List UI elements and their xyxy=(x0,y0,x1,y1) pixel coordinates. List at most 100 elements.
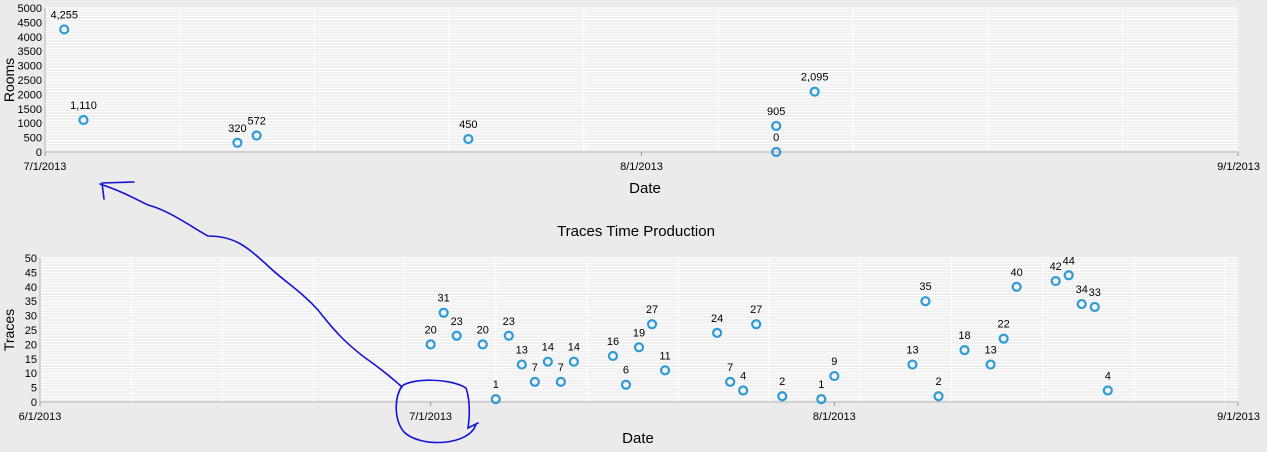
data-label: 31 xyxy=(438,293,450,305)
y-tick-label: 2000 xyxy=(18,89,42,101)
data-label: 7 xyxy=(532,362,538,374)
data-label: 1 xyxy=(818,379,824,391)
x-tick-label: 6/1/2013 xyxy=(19,411,62,423)
data-label: 1 xyxy=(493,379,499,391)
rooms-y-ticks: 0 500 1000 1500 2000 2500 3000 3500 4000 4500 5000 xyxy=(18,3,42,159)
y-tick-label: 0 xyxy=(36,147,42,159)
data-point xyxy=(607,350,619,362)
data-label: 572 xyxy=(247,116,265,128)
data-label: 16 xyxy=(607,336,619,348)
data-label: 20 xyxy=(477,324,489,336)
data-point xyxy=(771,146,782,158)
data-point xyxy=(78,114,89,126)
y-tick-label: 5000 xyxy=(18,3,42,15)
data-label: 27 xyxy=(750,304,762,316)
data-label: 44 xyxy=(1063,255,1075,267)
y-tick-label: 20 xyxy=(25,339,37,351)
y-tick-label: 15 xyxy=(25,354,37,366)
data-point xyxy=(477,339,488,350)
y-tick-label: 4500 xyxy=(18,17,42,29)
y-tick-label: 3000 xyxy=(18,61,42,73)
data-point xyxy=(907,359,918,370)
y-tick-label: 5 xyxy=(31,383,37,395)
y-tick-label: 1000 xyxy=(18,118,42,130)
y-tick-label: 1500 xyxy=(18,104,42,116)
y-tick-label: 40 xyxy=(25,282,37,294)
data-point xyxy=(933,391,944,402)
data-label: 4,255 xyxy=(50,9,78,21)
y-tick-label: 2500 xyxy=(18,75,42,87)
traces-y-ticks: 0 5 10 15 20 25 30 35 40 45 50 xyxy=(25,253,37,409)
y-tick-label: 3500 xyxy=(18,46,42,58)
data-label: 14 xyxy=(542,342,554,354)
data-point xyxy=(633,342,645,353)
data-point xyxy=(829,370,840,382)
hand-drawn-circle xyxy=(395,379,479,444)
data-label: 4 xyxy=(1105,370,1111,382)
data-point xyxy=(490,394,501,405)
data-point xyxy=(232,137,243,148)
data-label: 18 xyxy=(958,330,970,342)
data-point xyxy=(438,307,449,318)
data-point xyxy=(451,330,462,341)
data-label: 24 xyxy=(711,313,723,325)
rooms-x-axis-label: Date xyxy=(629,180,661,197)
data-label: 13 xyxy=(906,345,918,357)
data-point xyxy=(555,376,566,387)
traces-chart-title: Traces Time Production xyxy=(557,223,715,240)
data-label: 40 xyxy=(1011,267,1023,279)
data-point xyxy=(251,130,262,141)
y-tick-label: 35 xyxy=(25,296,37,308)
x-tick-label: 7/1/2013 xyxy=(409,411,452,423)
y-tick-label: 45 xyxy=(25,267,37,279)
y-tick-label: 0 xyxy=(31,397,37,409)
x-tick-label: 9/1/2013 xyxy=(1217,411,1260,423)
data-label: 450 xyxy=(459,119,477,131)
data-label: 6 xyxy=(623,365,629,377)
rooms-x-ticks: 7/1/2013 8/1/2013 9/1/2013 xyxy=(24,152,1260,173)
data-label: 34 xyxy=(1076,284,1088,296)
traces-y-axis-label: Traces xyxy=(1,309,17,351)
data-label: 23 xyxy=(451,316,463,328)
data-point xyxy=(816,394,827,405)
data-point xyxy=(425,339,436,350)
data-point xyxy=(503,330,514,341)
data-point xyxy=(920,296,931,307)
data-label: 22 xyxy=(997,319,1009,331)
hand-drawn-annotation xyxy=(99,181,479,444)
data-point xyxy=(463,133,474,145)
rooms-grid xyxy=(44,7,1238,153)
data-point xyxy=(725,376,736,387)
data-label: 2 xyxy=(779,376,785,388)
arrowhead-icon xyxy=(101,181,135,200)
data-point xyxy=(1102,385,1113,396)
x-tick-label: 8/1/2013 xyxy=(813,411,856,423)
traces-grid xyxy=(39,257,1238,403)
data-point xyxy=(659,365,671,376)
data-point xyxy=(771,120,782,132)
data-label: 7 xyxy=(727,362,733,374)
data-point xyxy=(542,356,553,367)
data-label: 13 xyxy=(516,345,528,357)
traces-chart: Traces Time Production 0 5 10 15 20 25 30 35 40 4… xyxy=(1,223,1260,447)
y-tick-label: 500 xyxy=(24,133,42,145)
data-label: 0 xyxy=(773,132,779,144)
data-label: 35 xyxy=(919,281,931,293)
data-point xyxy=(516,359,527,370)
data-point xyxy=(738,385,749,396)
data-label: 2 xyxy=(935,376,941,388)
data-label: 905 xyxy=(767,106,785,118)
data-label: 1,110 xyxy=(70,100,97,112)
x-tick-label: 8/1/2013 xyxy=(620,161,663,173)
y-tick-label: 50 xyxy=(25,253,37,265)
data-point xyxy=(59,24,70,35)
hand-drawn-arrow xyxy=(99,183,403,388)
data-point xyxy=(1011,281,1022,292)
y-tick-label: 4000 xyxy=(18,32,42,44)
data-label: 42 xyxy=(1050,261,1062,273)
data-point xyxy=(568,356,579,367)
data-point xyxy=(777,391,788,402)
